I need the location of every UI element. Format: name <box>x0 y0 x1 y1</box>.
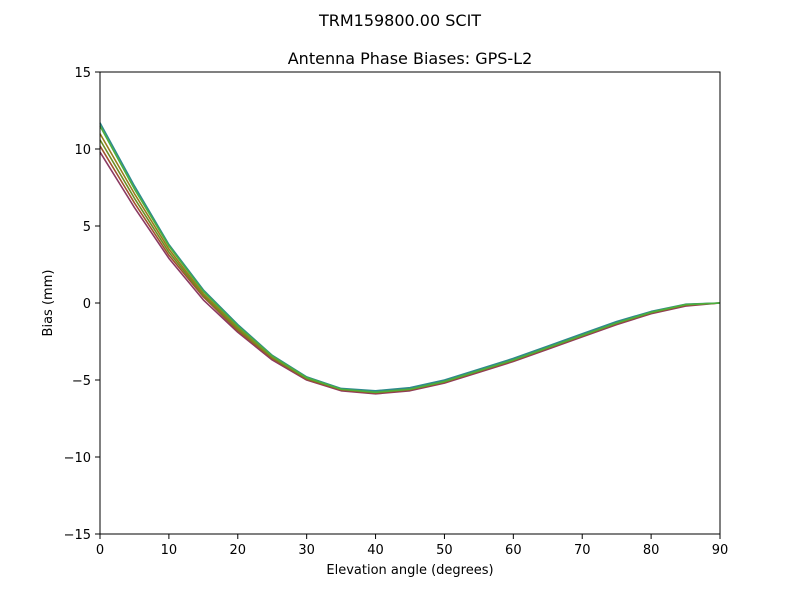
figure-suptitle: TRM159800.00 SCIT <box>318 11 481 30</box>
chart-title: Antenna Phase Biases: GPS-L2 <box>288 49 533 68</box>
x-tick-label: 80 <box>643 543 660 558</box>
plot-frame <box>99 71 721 535</box>
x-axis-label: Elevation angle (degrees) <box>326 563 493 578</box>
y-tick-label: 5 <box>83 220 91 235</box>
series-line-6 <box>99 125 721 394</box>
series-layer <box>99 122 721 395</box>
x-tick-label: 90 <box>712 543 729 558</box>
x-tick-label: 40 <box>367 543 384 558</box>
series-line-5 <box>99 122 721 392</box>
y-tick-label: 0 <box>83 297 91 312</box>
x-tick-label: 60 <box>505 543 522 558</box>
y-tick-label: −5 <box>72 374 91 389</box>
x-tick-label: 50 <box>436 543 453 558</box>
series-line-2 <box>99 145 721 394</box>
series-line-1 <box>99 151 721 395</box>
x-tick-label: 30 <box>298 543 315 558</box>
y-tick-label: −10 <box>64 451 91 466</box>
y-tick-label: 10 <box>74 143 91 158</box>
x-tick-label: 0 <box>96 543 104 558</box>
y-tick-label: 15 <box>74 66 91 81</box>
series-line-4 <box>99 133 721 393</box>
y-axis: −15 −10 −5 0 5 10 15 <box>64 66 100 543</box>
x-tick-label: 20 <box>230 543 247 558</box>
x-axis: 0 10 20 30 40 50 60 70 80 90 <box>96 534 728 558</box>
x-tick-label: 10 <box>161 543 178 558</box>
series-line-3 <box>99 139 721 394</box>
y-axis-label: Bias (mm) <box>41 270 56 337</box>
x-tick-label: 70 <box>574 543 591 558</box>
y-tick-label: −15 <box>64 528 91 543</box>
